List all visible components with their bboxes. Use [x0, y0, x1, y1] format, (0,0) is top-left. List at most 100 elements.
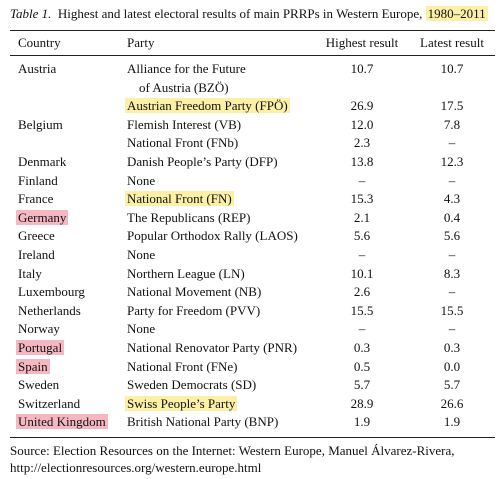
- result-cell: 1.9: [322, 413, 402, 432]
- bottom-rule: [10, 437, 495, 438]
- result-cell: –: [412, 320, 492, 339]
- cell-text: Norway: [18, 321, 60, 337]
- result-cell: 5.6: [412, 227, 492, 246]
- cell-text: British National Party (BNP): [127, 414, 279, 430]
- column-header: Country: [18, 35, 61, 50]
- result-cell: 12.0: [322, 116, 402, 135]
- cell-text: Flemish Interest (VB): [127, 116, 242, 132]
- caption-period: 1980–2011: [425, 6, 488, 21]
- cell-text: 28.9: [350, 395, 374, 411]
- caption: Table 1. Highest and latest electoral re…: [10, 5, 488, 24]
- cell-text: Portugal: [16, 340, 65, 355]
- party-cell: Flemish Interest (VB): [127, 116, 241, 135]
- result-cell: 1.9: [412, 413, 492, 432]
- result-cell: 10.1: [322, 265, 402, 284]
- cell-text: 12.0: [350, 116, 374, 132]
- cell-text: 10.7: [440, 61, 464, 76]
- cell-text: National Front (FN): [125, 191, 234, 207]
- result-cell: 12.3: [412, 153, 492, 172]
- result-cell: 2.6: [322, 283, 402, 302]
- result-cell: 5.6: [322, 227, 402, 246]
- cell-text: –: [448, 135, 456, 151]
- cell-text: Austrian Freedom Party (FPÖ): [125, 98, 290, 114]
- cell-text: 1.9: [443, 414, 461, 430]
- result-cell: –: [412, 246, 492, 265]
- top-rule: [10, 30, 495, 31]
- cell-text: 15.5: [440, 302, 464, 318]
- party-cell: National Front (FNe): [127, 358, 237, 377]
- party-cell: The Republicans (REP): [127, 209, 250, 228]
- party-cell: National Front (FN): [125, 190, 234, 209]
- party-cell: Party for Freedom (PVV): [127, 302, 260, 321]
- result-cell: –: [412, 172, 492, 191]
- country-cell: United Kingdom: [16, 413, 108, 432]
- cell-text: 15.3: [350, 191, 374, 207]
- cell-text: 10.1: [350, 265, 374, 281]
- cell-text: The Republicans (REP): [127, 209, 251, 225]
- cell-text: 0.4: [443, 209, 461, 225]
- column-header: Latest result: [420, 35, 484, 50]
- cell-text: Finland: [18, 172, 58, 188]
- country-cell: Portugal: [16, 339, 65, 358]
- cell-text: None: [127, 321, 156, 337]
- country-cell: Sweden: [18, 376, 59, 395]
- cell-text: Northern League (LN): [127, 265, 245, 281]
- cell-text: National Front (FNb): [127, 135, 239, 151]
- cell-text: Ireland: [18, 247, 55, 262]
- result-cell: 5.7: [322, 376, 402, 395]
- cell-text: 12.3: [440, 154, 464, 169]
- result-cell: 2.3: [322, 134, 402, 153]
- country-cell: Finland: [18, 172, 58, 191]
- cell-text: 26.6: [440, 395, 464, 411]
- cell-text: –: [448, 247, 456, 262]
- cell-text: 15.5: [350, 302, 374, 318]
- cell-text: 5.7: [443, 377, 461, 393]
- caption-text: Highest and latest electoral results of …: [57, 6, 423, 21]
- cell-text: –: [448, 284, 456, 300]
- party-cell: Austrian Freedom Party (FPÖ): [125, 97, 290, 116]
- column-header: Highest result: [325, 35, 399, 50]
- cell-text: None: [127, 172, 156, 188]
- country-cell: Germany: [16, 209, 69, 228]
- cell-text: 1.9: [353, 414, 371, 430]
- cell-text: –: [358, 172, 366, 188]
- result-cell: 0.3: [322, 339, 402, 358]
- cell-text: 8.3: [443, 265, 461, 281]
- cell-text: 0.3: [353, 340, 371, 355]
- result-cell: 5.7: [412, 376, 492, 395]
- cell-text: Spain: [16, 358, 50, 374]
- result-cell: –: [322, 172, 402, 191]
- caption-label: Table 1.: [10, 6, 52, 21]
- country-cell: Switzerland: [18, 395, 80, 414]
- result-cell: 10.7: [322, 60, 402, 79]
- cell-text: None: [127, 247, 156, 262]
- result-cell: 26.9: [322, 97, 402, 116]
- cell-text: National Renovator Party (PNR): [127, 340, 298, 355]
- country-cell: Spain: [16, 358, 50, 377]
- cell-text: Swiss People’s Party: [125, 395, 238, 411]
- cell-text: 2.3: [353, 135, 371, 151]
- result-cell: 0.3: [412, 339, 492, 358]
- cell-text: 0.0: [443, 358, 461, 374]
- country-cell: Italy: [18, 265, 42, 284]
- result-cell: 8.3: [412, 265, 492, 284]
- result-cell: 2.1: [322, 209, 402, 228]
- party-cell: Northern League (LN): [127, 265, 245, 284]
- country-cell: Belgium: [18, 116, 63, 135]
- party-cell: National Front (FNb): [127, 134, 238, 153]
- result-cell: –: [412, 134, 492, 153]
- source-line: Source: Election Resources on the Intern…: [10, 443, 455, 458]
- party-cell: None: [127, 172, 155, 191]
- result-cell: –: [322, 320, 402, 339]
- country-cell: Luxembourg: [18, 283, 85, 302]
- country-cell: Norway: [18, 320, 60, 339]
- cell-text: –: [448, 172, 456, 188]
- cell-text: 13.8: [350, 154, 374, 169]
- result-cell: 15.3: [322, 190, 402, 209]
- cell-text: Popular Orthodox Rally (LAOS): [127, 228, 298, 244]
- cell-text: France: [18, 191, 54, 207]
- cell-text: National Front (FNe): [127, 358, 238, 374]
- cell-text: Germany: [16, 209, 69, 225]
- party-cell: None: [127, 246, 155, 265]
